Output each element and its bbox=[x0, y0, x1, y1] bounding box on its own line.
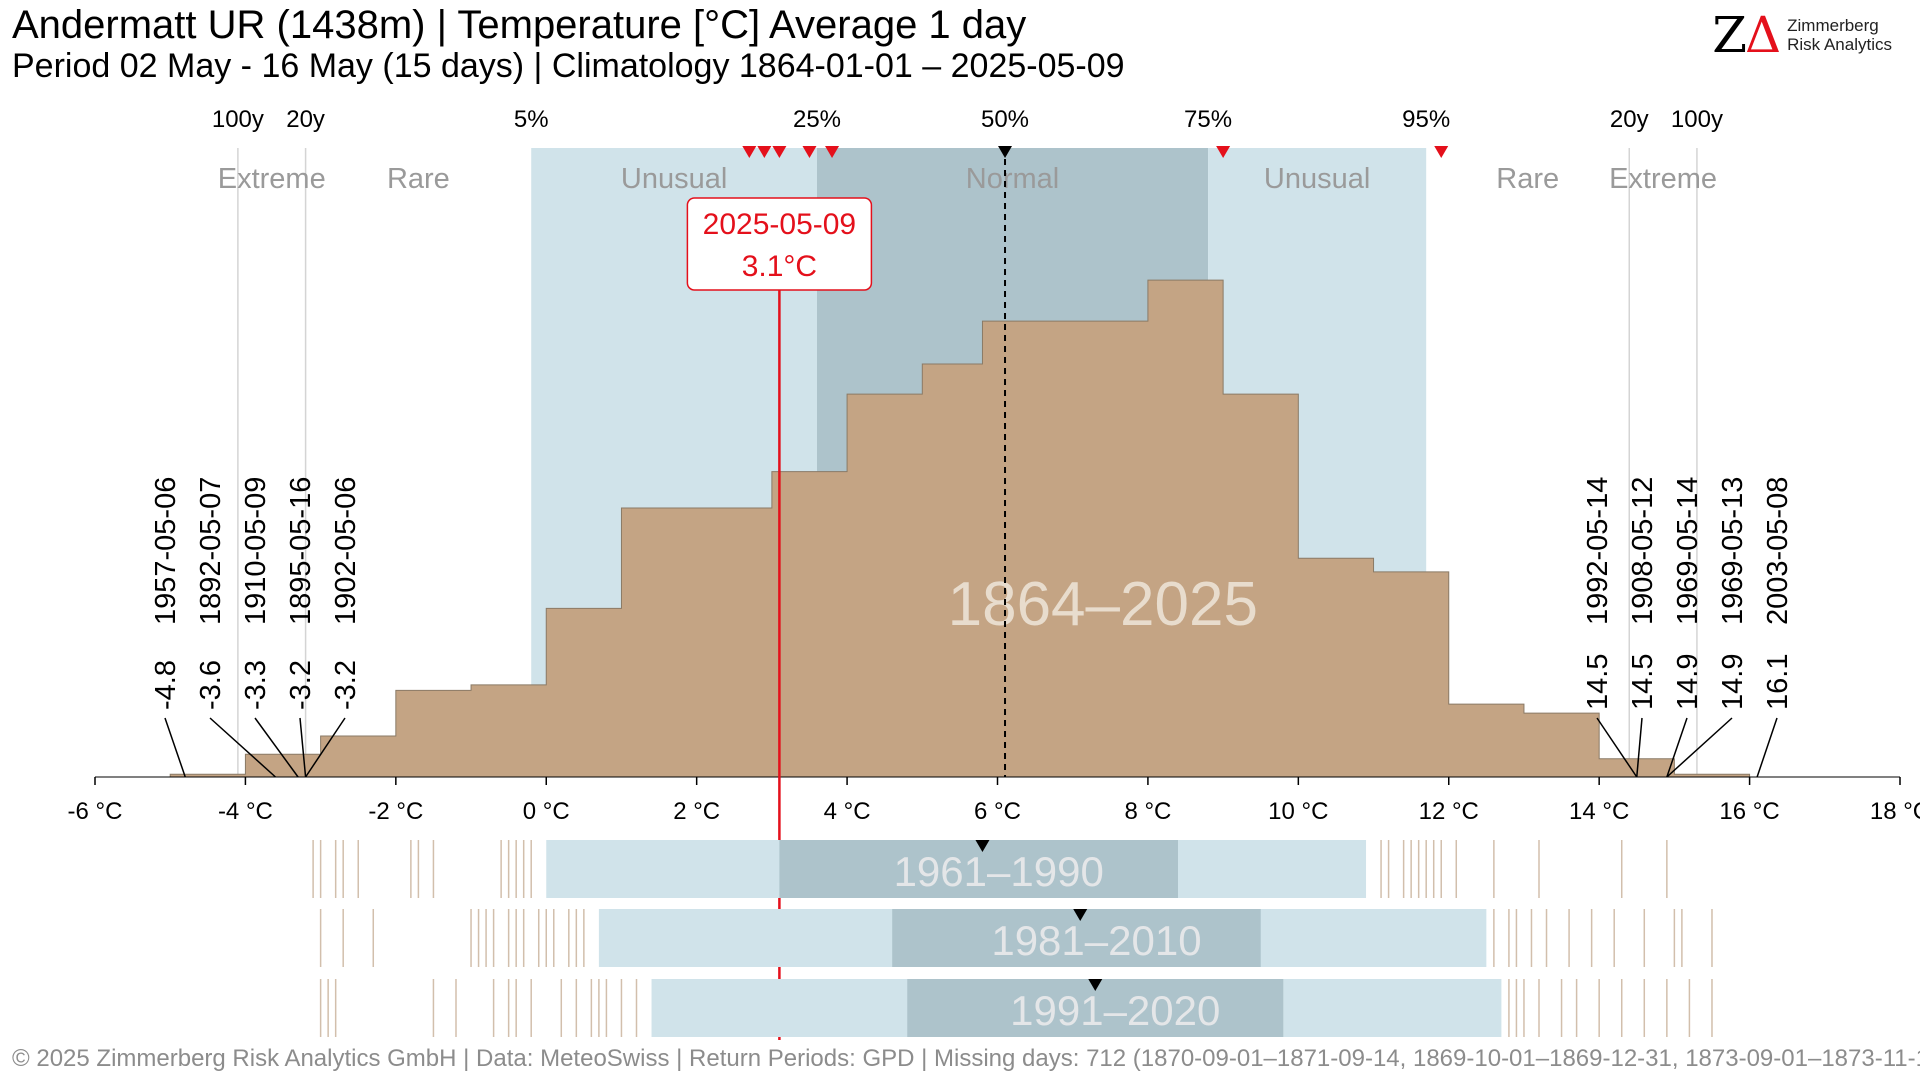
extreme-high-date-0: 1992-05-14 bbox=[1582, 477, 1614, 625]
extreme-low-value-2: -3.3 bbox=[240, 660, 272, 710]
recent-marker-cold-4 bbox=[825, 146, 840, 158]
x-tick-label-3: 0 °C bbox=[523, 798, 570, 825]
current-callout-box bbox=[686, 197, 873, 291]
extreme-low-leader-1 bbox=[209, 717, 277, 778]
recent-marker-cold-2 bbox=[772, 146, 787, 158]
return-period-label-0: 100y bbox=[212, 106, 264, 133]
logo-mark-icon: ZΔ bbox=[1712, 10, 1781, 60]
extreme-low-leader-0 bbox=[164, 717, 186, 778]
x-tick-label-5: 4 °C bbox=[824, 798, 871, 825]
zone-label-extreme: Extreme bbox=[218, 163, 326, 195]
x-tick-label-11: 16 °C bbox=[1719, 798, 1779, 825]
ref-1-median-marker bbox=[1073, 909, 1088, 921]
extreme-high-date-3: 1969-05-13 bbox=[1717, 477, 1749, 625]
recent-marker-cold-1 bbox=[757, 146, 772, 158]
extreme-low-date-4: 1902-05-06 bbox=[330, 477, 362, 625]
extreme-high-value-4: 16.1 bbox=[1762, 654, 1794, 710]
extreme-high-leader-1 bbox=[1636, 717, 1643, 778]
extreme-low-value-4: -3.2 bbox=[330, 660, 362, 710]
x-tick-label-0: -6 °C bbox=[68, 798, 123, 825]
zone-label-unusual: Unusual bbox=[621, 163, 727, 195]
recent-marker-cold-3 bbox=[802, 146, 817, 158]
percentile-label-1: 25% bbox=[793, 106, 841, 133]
x-tick-label-8: 10 °C bbox=[1268, 798, 1328, 825]
x-tick-label-1: -4 °C bbox=[218, 798, 273, 825]
zone-label-rare: Rare bbox=[1496, 163, 1559, 195]
current-callout-value: 3.1°C bbox=[742, 250, 817, 283]
extreme-low-value-3: -3.2 bbox=[285, 660, 317, 710]
percentile-label-3: 75% bbox=[1184, 106, 1232, 133]
extreme-high-leader-2 bbox=[1666, 717, 1688, 778]
recent-marker-warm-1 bbox=[1434, 146, 1449, 158]
percentile-label-2: 50% bbox=[981, 106, 1029, 133]
zone-label-rare: Rare bbox=[387, 163, 450, 195]
extreme-high-value-3: 14.9 bbox=[1717, 654, 1749, 710]
return-period-label-3: 100y bbox=[1671, 106, 1723, 133]
x-tick-label-12: 18 °C bbox=[1870, 798, 1920, 825]
recent-marker-warm-0 bbox=[1216, 146, 1231, 158]
extreme-high-date-4: 2003-05-08 bbox=[1762, 477, 1794, 625]
footer-credits: © 2025 Zimmerberg Risk Analytics GmbH | … bbox=[12, 1045, 1920, 1072]
x-tick-label-10: 14 °C bbox=[1569, 798, 1629, 825]
extreme-low-leader-3 bbox=[299, 717, 307, 778]
climatology-chart: Extreme Rare Unusual Normal Unusual Rare Extre… bbox=[68, 106, 1920, 1040]
percentile-label-4: 95% bbox=[1402, 106, 1450, 133]
x-tick-label-6: 6 °C bbox=[974, 798, 1021, 825]
ref-2-median-marker bbox=[1088, 979, 1103, 991]
extreme-high-value-0: 14.5 bbox=[1582, 654, 1614, 710]
x-tick-label-9: 12 °C bbox=[1419, 798, 1479, 825]
extreme-high-value-1: 14.5 bbox=[1627, 654, 1659, 710]
x-tick-label-2: -2 °C bbox=[368, 798, 423, 825]
return-period-label-2: 20y bbox=[1610, 106, 1649, 133]
histogram bbox=[169, 279, 1751, 778]
extreme-high-leader-3 bbox=[1666, 717, 1733, 778]
extreme-low-leader-4 bbox=[304, 717, 346, 778]
ref-0-normal-band bbox=[779, 840, 1178, 898]
zone-label-unusual: Unusual bbox=[1264, 163, 1370, 195]
extreme-high-date-1: 1908-05-12 bbox=[1627, 477, 1659, 625]
company-logo: ZΔ Zimmerberg Risk Analytics bbox=[1712, 10, 1892, 60]
extreme-high-value-2: 14.9 bbox=[1672, 654, 1704, 710]
logo-text: Zimmerberg Risk Analytics bbox=[1787, 16, 1892, 54]
percentile-label-0: 5% bbox=[514, 106, 549, 133]
extreme-high-leader-4 bbox=[1756, 717, 1778, 778]
extreme-low-date-0: 1957-05-06 bbox=[150, 477, 182, 625]
chart-title: Andermatt UR (1438m) | Temperature [°C] … bbox=[12, 3, 1027, 47]
extreme-low-leader-2 bbox=[254, 717, 299, 778]
extreme-high-leader-0 bbox=[1596, 717, 1638, 778]
logo-line-1: Zimmerberg bbox=[1787, 16, 1879, 35]
logo-mark-delta: Δ bbox=[1745, 6, 1781, 64]
ref-0-median-marker bbox=[975, 840, 990, 852]
median-marker bbox=[998, 146, 1013, 158]
logo-mark-z: Z bbox=[1712, 6, 1747, 64]
histogram-period-label: 1864–2025 bbox=[948, 570, 1258, 639]
extreme-high-date-2: 1969-05-14 bbox=[1672, 477, 1704, 625]
ref-1-normal-band bbox=[892, 909, 1261, 967]
chart-subtitle: Period 02 May - 16 May (15 days) | Clima… bbox=[12, 47, 1125, 85]
extreme-low-date-2: 1910-05-09 bbox=[240, 477, 272, 625]
return-period-label-1: 20y bbox=[286, 106, 325, 133]
extreme-low-value-1: -3.6 bbox=[195, 660, 227, 710]
x-tick-label-4: 2 °C bbox=[673, 798, 720, 825]
ref-1-period-label: 1981–2010 bbox=[991, 917, 1201, 964]
zone-label-extreme: Extreme bbox=[1609, 163, 1717, 195]
recent-marker-cold-0 bbox=[742, 146, 757, 158]
x-tick-label-7: 8 °C bbox=[1124, 798, 1171, 825]
extreme-low-date-3: 1895-05-16 bbox=[285, 477, 317, 625]
zone-label-normal: Normal bbox=[966, 163, 1059, 195]
logo-line-2: Risk Analytics bbox=[1787, 35, 1892, 54]
ref-0-period-label: 1961–1990 bbox=[894, 848, 1104, 895]
current-callout-date: 2025-05-09 bbox=[703, 208, 856, 241]
extreme-low-value-0: -4.8 bbox=[150, 660, 182, 710]
ref-2-period-label: 1991–2020 bbox=[1010, 987, 1220, 1034]
extreme-low-date-1: 1892-05-07 bbox=[195, 477, 227, 625]
